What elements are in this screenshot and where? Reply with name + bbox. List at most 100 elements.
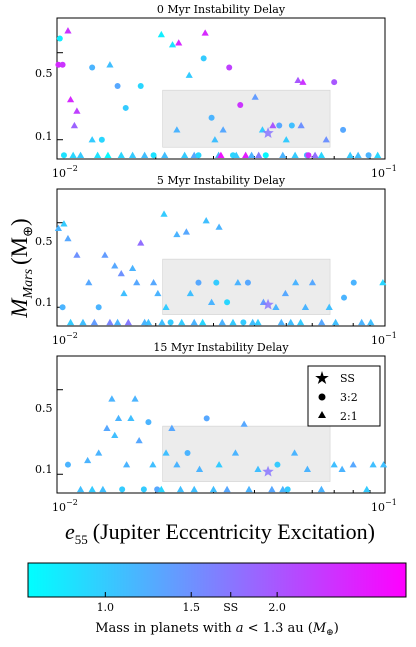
data-point-triangle (66, 96, 75, 103)
colorbar-tick-label: 1.0 (97, 601, 115, 614)
series-marks (55, 27, 386, 159)
data-point-circle (284, 486, 291, 493)
data-point-circle (305, 152, 312, 159)
ss-star-marker (262, 298, 274, 310)
data-point-triangle (178, 318, 186, 326)
data-point-triangle (211, 136, 219, 143)
data-point-triangle (354, 151, 362, 158)
data-point-triangle (162, 449, 170, 456)
data-point-triangle (201, 29, 209, 36)
data-point-triangle (120, 289, 128, 297)
y-tick-label: 0.5 (35, 402, 53, 415)
ss-region-box (162, 425, 331, 482)
data-point-triangle (106, 318, 114, 326)
data-point-triangle (149, 278, 158, 286)
y-axis-label: MMars(M⊕) (7, 218, 36, 318)
data-point-triangle (379, 278, 387, 286)
data-point-triangle (251, 93, 259, 100)
data-point-triangle (297, 121, 305, 129)
data-point-circle (195, 152, 202, 159)
data-point-triangle (182, 228, 190, 235)
data-point-triangle (111, 431, 119, 438)
x-tick-label: 10−2 (52, 498, 78, 514)
data-point-triangle (181, 151, 189, 158)
data-point-triangle (60, 220, 68, 227)
data-point-triangle (346, 151, 354, 158)
colorbar-tick-label: SS (223, 601, 238, 614)
data-point-triangle (240, 420, 248, 427)
data-point-triangle (84, 456, 92, 464)
data-point-triangle (234, 278, 242, 286)
data-point-triangle (218, 318, 226, 326)
data-point-triangle (73, 251, 81, 258)
data-point-triangle (185, 71, 193, 78)
data-point-triangle (282, 136, 290, 143)
plot-frame (56, 355, 386, 494)
data-point-triangle (332, 318, 340, 326)
data-point-triangle (79, 318, 87, 326)
data-point-triangle (113, 318, 122, 326)
data-point-triangle (94, 151, 102, 158)
data-point-triangle (303, 465, 312, 472)
data-point-triangle (358, 318, 366, 326)
data-point-triangle (249, 318, 257, 326)
data-point-triangle (154, 289, 162, 297)
data-point-triangle (279, 485, 287, 493)
y-tick-label: 0.5 (35, 235, 53, 248)
ss-region-box (162, 258, 331, 315)
x-tick-label: 10−1 (371, 498, 397, 514)
data-point-triangle (103, 424, 111, 431)
data-point-triangle (175, 39, 183, 46)
data-point-triangle (279, 151, 287, 158)
data-point-triangle (73, 107, 81, 114)
data-point-triangle (128, 264, 137, 271)
data-point-triangle (322, 136, 330, 143)
data-point-triangle (76, 485, 85, 493)
y-tick-label: 0.1 (35, 296, 53, 309)
data-point-circle (213, 279, 220, 286)
data-point-circle (64, 461, 71, 468)
colorbar-gradient (27, 562, 407, 598)
data-point-triangle (190, 485, 198, 493)
legend: SS 3:2 2:1 (307, 365, 381, 427)
data-point-triangle (242, 151, 250, 158)
data-point-triangle (349, 461, 357, 468)
data-point-triangle (301, 303, 310, 310)
legend-star-icon (315, 371, 329, 384)
colorbar-ticks: 1.0 1.5 SS 2.0 (97, 592, 286, 614)
data-point-triangle (292, 278, 300, 286)
data-point-circle (340, 126, 347, 133)
data-point-triangle (173, 461, 181, 468)
data-point-triangle (269, 121, 277, 129)
data-point-triangle (149, 461, 157, 468)
x-tick-label: 10−1 (371, 164, 397, 180)
data-point-triangle (127, 414, 135, 422)
data-point-triangle (141, 151, 149, 158)
data-point-triangle (277, 318, 285, 326)
data-point-triangle (299, 78, 307, 85)
data-point-triangle (232, 151, 240, 158)
colorbar-tick-label: 1.5 (182, 601, 200, 614)
data-point-triangle (215, 461, 223, 468)
data-point-circle (350, 279, 357, 286)
data-point-triangle (317, 485, 326, 493)
data-point-circle (119, 486, 126, 493)
data-point-triangle (268, 485, 276, 493)
data-point-circle (200, 55, 207, 62)
data-point-circle (55, 61, 62, 68)
data-point-triangle (64, 27, 72, 34)
data-point-triangle (294, 76, 302, 84)
data-point-triangle (311, 151, 319, 158)
data-point-triangle (195, 465, 204, 472)
data-point-triangle (133, 278, 141, 286)
data-point-circle (195, 279, 202, 286)
data-point-triangle (66, 318, 75, 326)
data-point-triangle (258, 126, 267, 133)
data-point-triangle (173, 230, 181, 238)
data-point-triangle (245, 485, 253, 493)
data-point-triangle (158, 318, 166, 326)
data-point-triangle (367, 318, 375, 326)
data-point-triangle (272, 303, 280, 310)
data-point-triangle (173, 126, 181, 133)
data-point-circle (276, 122, 283, 129)
